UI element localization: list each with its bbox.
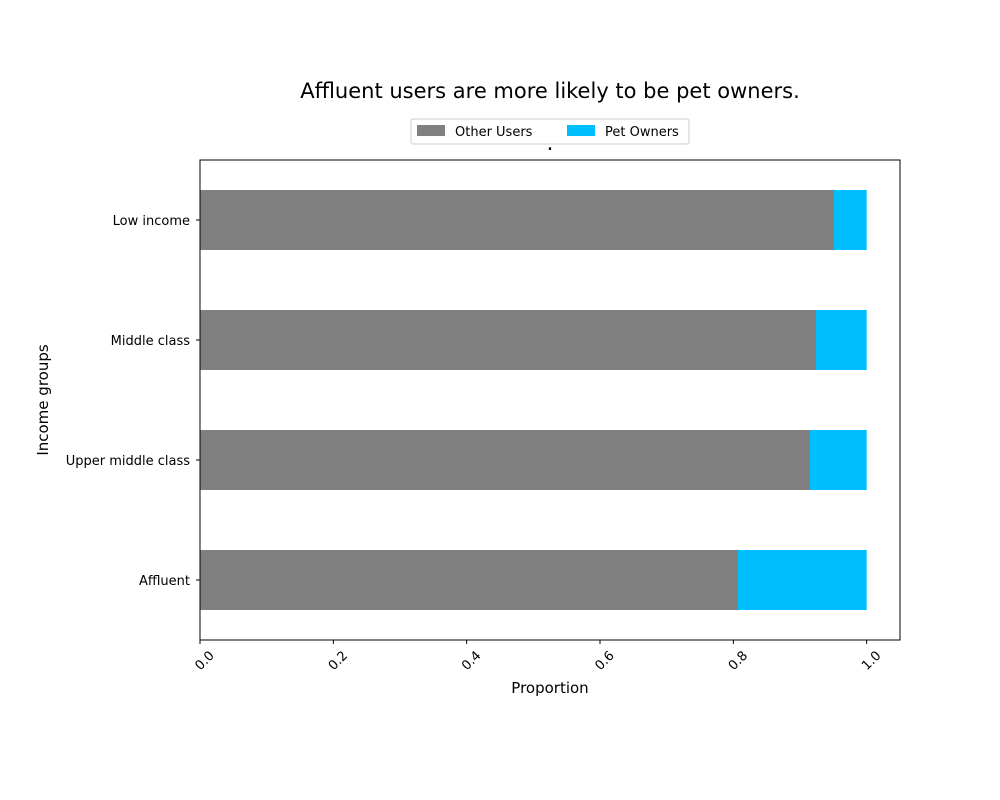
legend-frame [410,118,690,145]
legend-swatch-pet-owners [567,125,595,136]
x-tick-label: 0.8 [726,648,751,673]
x-tick-label: 0.2 [326,648,351,673]
bar-other-users-1 [200,310,816,370]
plot-frame [199,159,901,641]
y-axis-ticks: Low income Middle class Upper middle class… [66,214,200,589]
x-tick-label: 0.4 [459,648,484,673]
y-axis-label: Income groups [34,344,52,456]
y-tick-label: Affluent [139,574,190,589]
x-tick-label: 0.0 [192,648,217,673]
x-axis-ticks: 0.0 0.2 0.4 0.6 0.8 1.0 [192,640,884,674]
bars-layer [200,190,867,610]
x-tick-label: 1.0 [859,648,884,673]
bar-other-users-3 [200,550,738,610]
chart-title: Affluent users are more likely to be pet… [300,79,800,103]
legend-label-other-users: Other Users [455,125,533,140]
legend-label-pet-owners: Pet Owners [605,125,679,140]
bar-pet-owners-2 [810,430,867,490]
x-axis-label: Proportion [511,679,588,697]
y-tick-label: Middle class [111,334,191,349]
bar-pet-owners-0 [834,190,867,250]
legend-swatch-other-users [417,125,445,136]
bar-pet-owners-1 [816,310,867,370]
x-tick-label: 0.6 [592,648,617,673]
bar-pet-owners-3 [738,550,867,610]
legend: Other Users Pet Owners [410,118,690,145]
bar-other-users-0 [200,190,834,250]
bar-other-users-2 [200,430,810,490]
y-tick-label: Low income [113,214,190,229]
y-tick-label: Upper middle class [66,454,191,469]
